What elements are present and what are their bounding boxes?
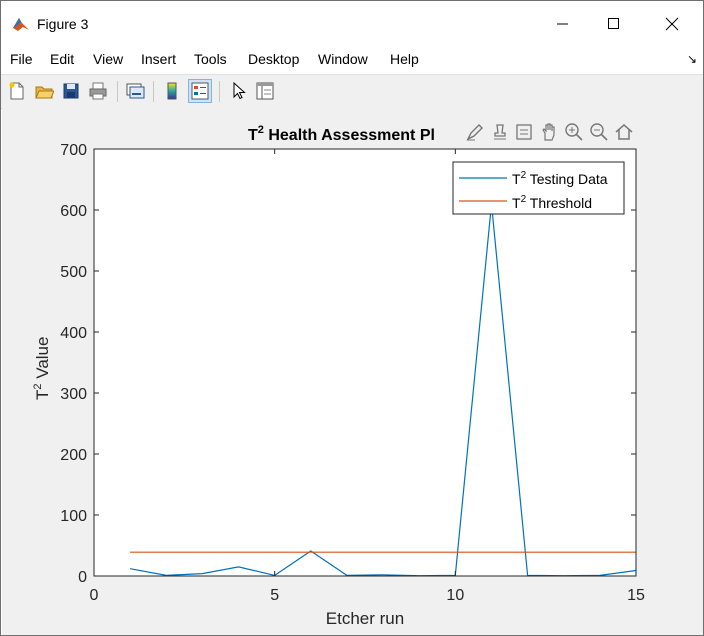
legend-entry-testing-data: T2 Testing Data bbox=[512, 170, 608, 187]
x-axis-label: Etcher run bbox=[326, 609, 404, 628]
y-axis-label: T2 Value bbox=[32, 337, 52, 400]
menu-window[interactable]: Window bbox=[318, 51, 368, 67]
menu-bar: File Edit View Insert Tools Desktop Wind… bbox=[1, 48, 703, 72]
legend[interactable]: T2 Testing Data T2 Threshold bbox=[452, 161, 625, 215]
chart-title: T2 Health Assessment Pl bbox=[248, 124, 435, 144]
pan-icon[interactable] bbox=[538, 121, 560, 143]
insert-colorbar-icon[interactable] bbox=[160, 79, 184, 103]
x-tick-label: 10 bbox=[446, 587, 464, 604]
close-button[interactable] bbox=[649, 7, 695, 41]
print-icon[interactable] bbox=[86, 79, 110, 103]
toolbar-separator bbox=[117, 81, 118, 102]
menu-insert[interactable]: Insert bbox=[141, 51, 177, 67]
toolbar-separator bbox=[219, 81, 220, 102]
menu-file[interactable]: File bbox=[10, 51, 33, 67]
axes-box bbox=[93, 148, 637, 577]
menu-edit[interactable]: Edit bbox=[50, 51, 75, 67]
y-tick-label: 100 bbox=[60, 508, 87, 525]
new-figure-icon[interactable] bbox=[5, 79, 29, 103]
x-tick-label: 0 bbox=[90, 587, 99, 604]
brush-icon[interactable] bbox=[464, 121, 486, 143]
menu-help[interactable]: Help bbox=[390, 51, 419, 67]
y-tick-label: 700 bbox=[60, 142, 87, 159]
dock-arrow-icon[interactable]: ↘ bbox=[686, 52, 697, 66]
maximize-button[interactable] bbox=[591, 7, 637, 41]
title-bar[interactable]: Figure 3 bbox=[1, 1, 703, 47]
figure-toolbar bbox=[1, 74, 703, 109]
minimize-button[interactable] bbox=[540, 7, 586, 41]
ticks-layer: 0 5 10 15 0 100 200 300 400 500 600 700 bbox=[60, 142, 645, 604]
x-tick-label: 15 bbox=[627, 587, 645, 604]
property-inspector-icon[interactable] bbox=[253, 79, 277, 103]
edit-plot-arrow-icon[interactable] bbox=[226, 79, 250, 103]
zoom-out-icon[interactable] bbox=[588, 121, 610, 143]
zoom-in-icon[interactable] bbox=[563, 121, 585, 143]
menu-view[interactable]: View bbox=[93, 51, 124, 67]
datatip-icon[interactable] bbox=[513, 121, 535, 143]
data-cursor-icon[interactable] bbox=[489, 121, 511, 143]
y-tick-label: 600 bbox=[60, 203, 87, 220]
matlab-icon bbox=[11, 14, 31, 34]
legend-box bbox=[452, 161, 625, 215]
y-tick-label: 0 bbox=[78, 569, 87, 586]
axes-background bbox=[94, 149, 636, 576]
save-icon[interactable] bbox=[59, 79, 83, 103]
legend-entry-threshold: T2 Threshold bbox=[512, 194, 592, 211]
insert-legend-icon[interactable] bbox=[188, 79, 212, 103]
x-tick-label: 5 bbox=[270, 587, 279, 604]
open-file-icon[interactable] bbox=[32, 79, 56, 103]
window-title: Figure 3 bbox=[37, 16, 89, 32]
link-plot-icon[interactable] bbox=[123, 79, 147, 103]
menu-tools[interactable]: Tools bbox=[194, 51, 227, 67]
menu-desktop[interactable]: Desktop bbox=[248, 51, 300, 67]
y-tick-label: 500 bbox=[60, 264, 87, 281]
y-tick-label: 300 bbox=[60, 386, 87, 403]
y-tick-label: 400 bbox=[60, 325, 87, 342]
y-tick-label: 200 bbox=[60, 447, 87, 464]
restore-view-icon[interactable] bbox=[613, 121, 635, 143]
toolbar-separator bbox=[153, 81, 154, 102]
